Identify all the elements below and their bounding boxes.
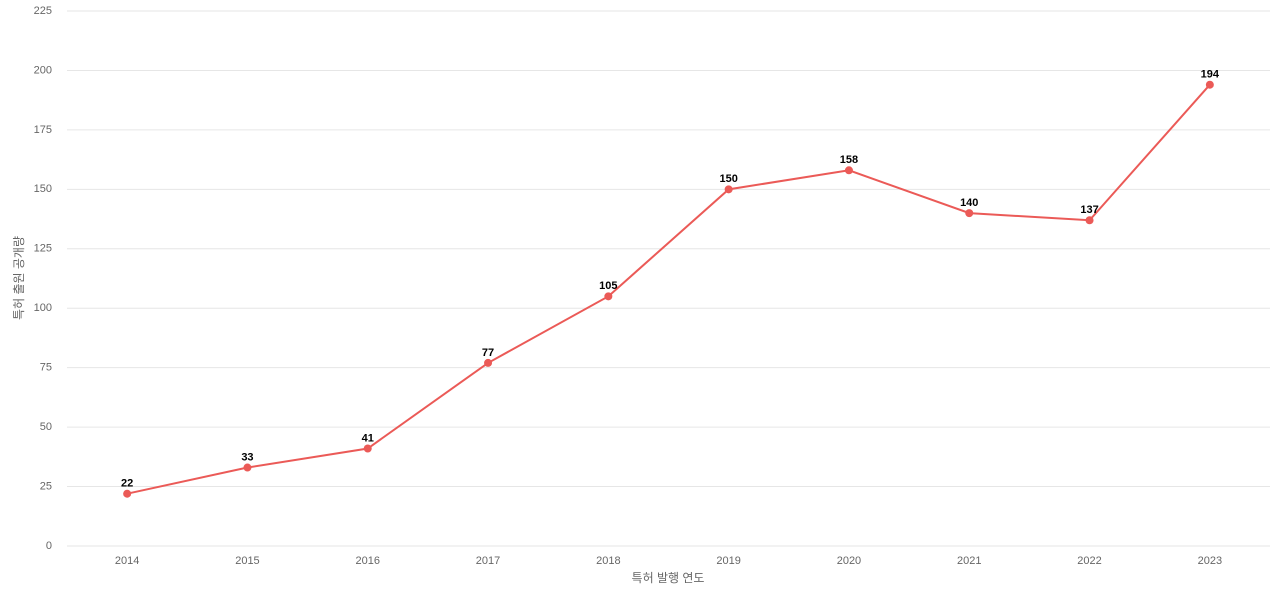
x-tick-label: 2019: [716, 555, 740, 567]
x-axis-title: 특허 발행 연도: [632, 570, 705, 585]
y-tick-label: 75: [40, 362, 52, 374]
y-tick-label: 175: [34, 124, 52, 136]
line: [126, 84, 1211, 495]
data-label: 137: [1080, 204, 1098, 216]
y-tick-label: 125: [34, 243, 52, 255]
point: [484, 358, 493, 367]
point: [243, 463, 252, 472]
data-label: 158: [840, 154, 858, 166]
point: [363, 444, 372, 453]
data-label: 33: [241, 451, 253, 463]
y-axis-title: 특허 출원 공개량: [12, 236, 26, 320]
data-label: 150: [719, 173, 737, 185]
point: [123, 489, 132, 498]
point: [1205, 80, 1214, 89]
point: [1085, 216, 1094, 225]
x-tick-label: 2020: [837, 555, 861, 567]
data-label: 41: [362, 432, 374, 444]
x-tick-label: 2017: [476, 555, 500, 567]
x-tick-label: 2016: [356, 555, 380, 567]
data-label: 194: [1201, 69, 1220, 81]
x-tick-label: 2021: [957, 555, 981, 567]
x-tick-label: 2018: [596, 555, 620, 567]
point: [844, 166, 853, 175]
data-label: 105: [599, 280, 617, 292]
y-tick-label: 100: [34, 302, 52, 314]
point: [724, 185, 733, 194]
x-tick-label: 2022: [1077, 555, 1101, 567]
y-tick-label: 0: [46, 540, 52, 552]
x-tick-label: 2023: [1198, 555, 1222, 567]
y-tick-label: 225: [34, 5, 52, 17]
data-label: 140: [960, 197, 978, 209]
y-tick-label: 50: [40, 421, 52, 433]
x-tick-label: 2015: [235, 555, 259, 567]
data-label: 22: [121, 478, 133, 490]
y-tick-label: 150: [34, 183, 52, 195]
point: [965, 209, 974, 218]
y-tick-label: 25: [40, 480, 52, 492]
x-tick-label: 2014: [115, 555, 139, 567]
point: [604, 292, 613, 301]
y-tick-label: 200: [34, 64, 52, 76]
data-label: 77: [482, 347, 494, 359]
